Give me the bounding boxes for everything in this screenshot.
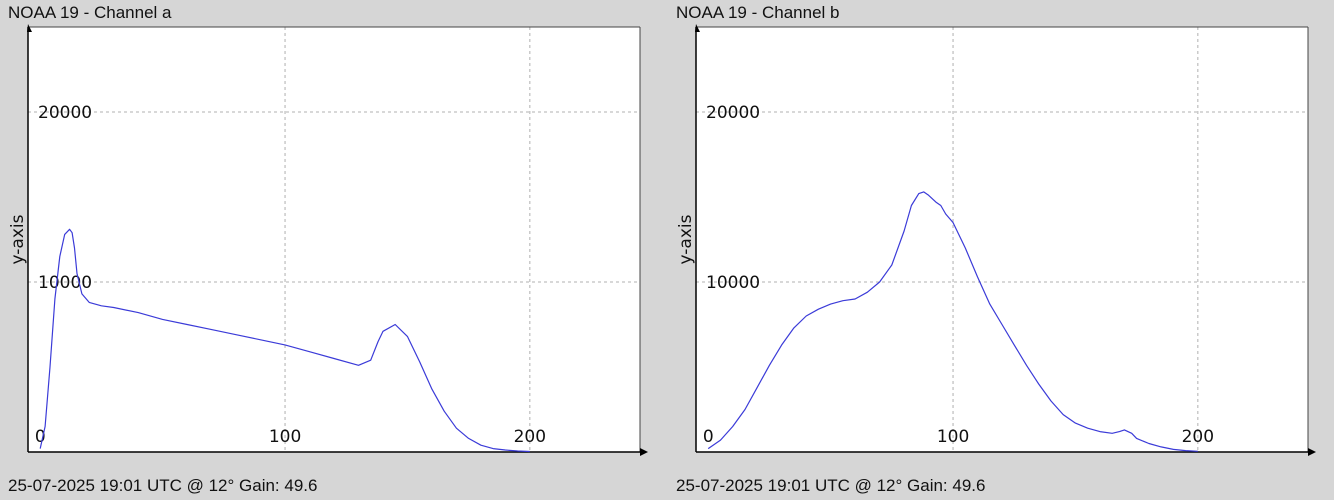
chart-a: 0 100 200 10000 20000 y-axis xyxy=(8,24,648,456)
plot-area xyxy=(28,27,640,452)
x-tick-label: 100 xyxy=(269,427,301,447)
chart-title: NOAA 19 - Channel a xyxy=(8,3,172,22)
chart-title: NOAA 19 - Channel b xyxy=(676,3,840,22)
chart-b: 0 100 200 10000 20000 y-axis xyxy=(676,24,1316,456)
y-tick-label: 10000 xyxy=(38,273,92,293)
chart-panel-a: NOAA 19 - Channel a 0 100 200 10000 20000 y-a… xyxy=(8,0,648,500)
x-tick-label: 200 xyxy=(1182,427,1214,447)
chart-panel-b: NOAA 19 - Channel b 0 100 200 10000 20000 y-a… xyxy=(676,0,1316,500)
y-axis-title: y-axis xyxy=(8,214,28,264)
y-axis-arrow xyxy=(27,24,32,32)
x-tick-label: 0 xyxy=(703,427,714,447)
x-tick-label: 100 xyxy=(937,427,969,447)
chart-footer: 25-07-2025 19:01 UTC @ 12° Gain: 49.6 xyxy=(676,476,986,495)
series-line xyxy=(707,191,1198,452)
chart-footer: 25-07-2025 19:01 UTC @ 12° Gain: 49.6 xyxy=(8,476,318,495)
series-line xyxy=(39,228,530,453)
y-tick-label: 20000 xyxy=(706,103,760,123)
y-tick-label: 20000 xyxy=(38,103,92,123)
plot-area xyxy=(696,27,1308,452)
x-tick-label: 200 xyxy=(514,427,546,447)
x-axis-arrow xyxy=(1308,448,1316,456)
y-tick-label: 10000 xyxy=(706,273,760,293)
x-tick-label: 0 xyxy=(35,427,46,447)
y-axis-title: y-axis xyxy=(676,214,696,264)
x-axis-arrow xyxy=(640,448,648,456)
y-axis-arrow xyxy=(695,24,700,32)
